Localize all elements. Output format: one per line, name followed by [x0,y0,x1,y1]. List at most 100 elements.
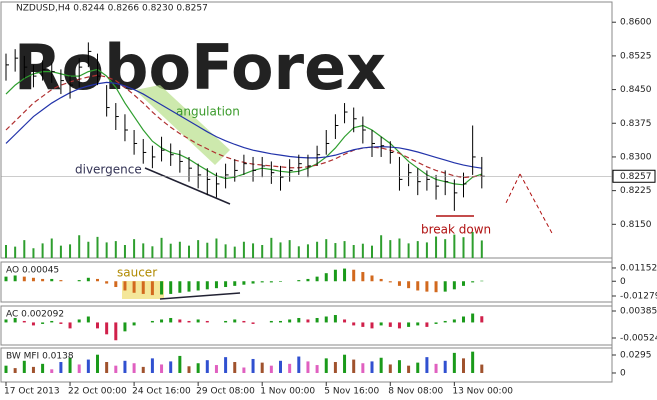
x-tick-label: 22 Oct 00:00 [68,387,127,397]
indicator-bar [370,322,374,329]
indicator-bar [297,317,301,323]
indicator-bar [434,281,438,293]
indicator-bar [160,281,164,295]
indicator-bar [462,316,465,323]
indicator-bar [233,319,237,323]
volume-bar [398,238,401,258]
mfi-bar [132,363,136,373]
panel-title: AO 0.00045 [6,266,59,276]
volume-bar [215,238,218,258]
volume-bar [288,240,291,258]
indicator-bar [68,322,72,329]
mfi-bar [68,357,72,373]
volume-bar [50,238,53,258]
current-price-label: 0.8257 [620,172,652,182]
indicator-bar [251,281,255,284]
mfi-bar [462,358,465,373]
indicator-bar [242,281,246,285]
mfi-bar [214,365,218,373]
volume-bar [188,245,190,258]
mfi-bar [169,361,173,373]
indicator-bar [187,320,191,323]
volume-bar [435,236,438,258]
volume-bar [334,243,337,258]
indicator-bar [425,281,429,292]
volume-bar [105,242,108,258]
mfi-bar [425,357,429,373]
indicator-bar [150,320,154,323]
forecast-lines [504,173,554,236]
mfi-bar [269,365,273,373]
indicator-bar [178,319,182,323]
indicator-bar [397,322,401,329]
indicator-bar [269,320,273,323]
y-tick-label: 0.8300 [620,152,652,162]
mfi-bar [196,363,200,373]
angulation-label: angulation [176,105,240,119]
y-tick-label: -0.00524 [620,333,657,343]
indicator-bar [361,272,365,282]
volume-bar [453,234,456,258]
x-tick-label: 24 Oct 16:00 [132,387,191,397]
volume-bar [87,241,90,258]
indicator-bar [324,316,328,323]
x-tick-label: 8 Nov 08:00 [388,387,443,397]
volume-bar [169,243,172,258]
indicator-bar [306,319,310,323]
indicator-bar [279,320,282,323]
volume-bar [407,243,410,258]
volume-bar [380,235,383,258]
indicator-bar [452,281,456,290]
indicator-bar [96,322,99,329]
volume-bar [178,241,181,258]
indicator-bar [77,280,81,282]
indicator-bar [343,319,347,323]
volume-bar [261,245,264,258]
saucer-label: saucer [117,266,157,280]
y-tick-label: 0 [620,368,626,378]
indicator-bar [480,316,484,323]
mfi-bar [315,365,319,373]
indicator-bar [31,277,35,282]
mfi-bar [407,365,411,373]
indicator-bar [425,322,429,327]
mfi-bar [123,360,127,373]
indicator-bar [407,322,411,327]
indicator-bar [196,319,200,323]
mfi-bar [4,365,8,373]
volume-bar [59,245,62,258]
volume-bar [297,246,300,258]
mfi-bar [59,362,63,373]
volume-bar [462,237,465,258]
y-tick-label: 0.8450 [620,85,652,95]
mfi-bar [96,354,99,373]
mfi-bar [297,356,301,373]
mfi-bar [31,366,35,373]
mfi-bar [114,365,118,373]
indicator-bar [169,281,173,294]
mfi-bar [352,359,356,373]
volume-bar [242,241,245,258]
volume-bar [32,248,35,258]
angulation-zone [135,85,230,165]
indicator-bar [41,278,45,282]
indicator-bar [132,322,136,326]
indicator-bar [443,320,447,323]
mfi-bar [324,358,328,373]
indicator-bar [114,322,118,341]
panel-title: BW MFI 0.0138 [6,352,74,362]
indicator-bar [4,276,8,282]
chart-header: NZDUSD,H4 0.8244 0.8266 0.8230 0.8257 [16,4,208,14]
indicator-bar [471,313,475,323]
volume-bar [480,240,483,258]
mfi-bar [205,360,209,373]
volume-bar [160,237,163,258]
volume-bar [96,236,99,258]
indicator-bar [242,320,246,323]
mfi-bar [434,363,438,373]
mfi-bar [370,361,374,373]
indicator-bar [233,281,237,286]
volume-bar [197,240,200,258]
volume-bar [425,242,428,258]
indicator-bar [306,278,310,282]
